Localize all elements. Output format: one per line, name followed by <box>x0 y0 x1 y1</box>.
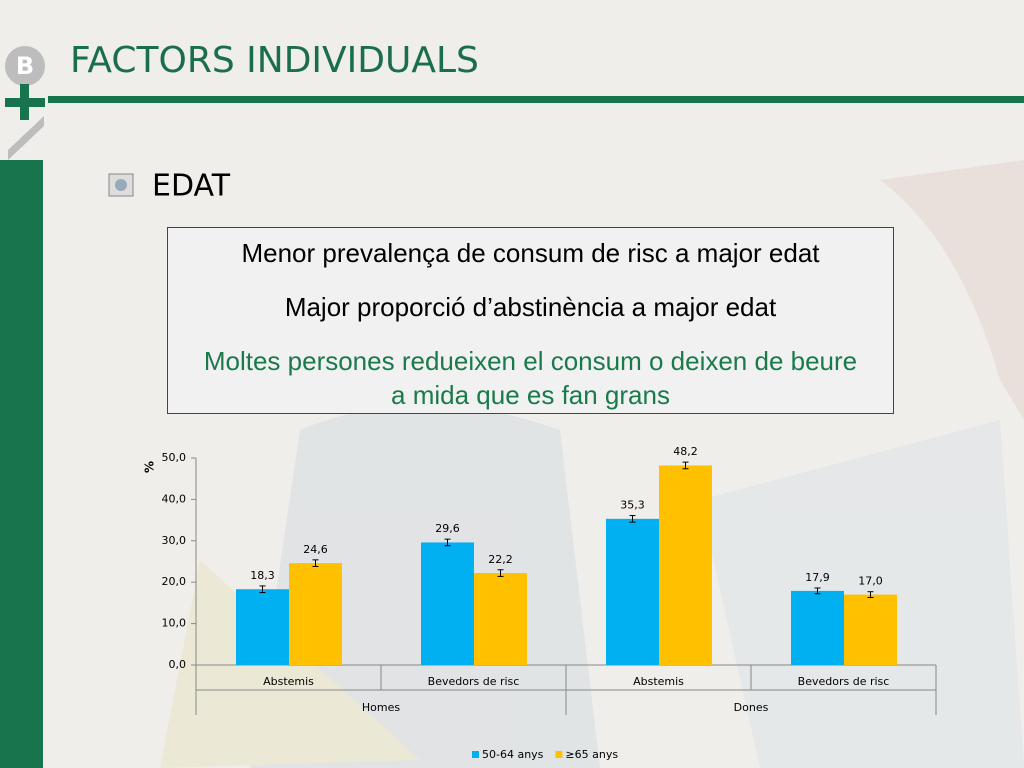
data-label: 29,6 <box>435 522 460 535</box>
box-line: Major proporció d’abstinència a major ed… <box>284 292 777 322</box>
data-label: 48,2 <box>673 445 698 458</box>
side-bar <box>0 160 43 768</box>
legend-swatch <box>472 751 479 758</box>
bar <box>844 594 897 665</box>
x-tick-label: Abstemis <box>633 675 684 688</box>
bar <box>289 563 342 665</box>
x-tick-label: Bevedors de risc <box>428 675 520 688</box>
legend-label: 50-64 anys <box>482 748 544 761</box>
bar <box>421 542 474 665</box>
y-tick-label: 30,0 <box>162 534 187 547</box>
bar <box>791 590 844 665</box>
data-label: 24,6 <box>303 543 328 556</box>
y-tick-label: 10,0 <box>162 617 187 630</box>
logo-circle <box>5 46 45 86</box>
data-label: 17,0 <box>858 575 883 588</box>
y-axis-label: % <box>143 461 157 473</box>
box-line: Menor prevalença de consum de risc a maj… <box>241 238 820 268</box>
title-rule <box>48 96 1024 103</box>
y-tick-label: 0,0 <box>169 658 187 671</box>
x-tick-label: Abstemis <box>263 675 314 688</box>
bar <box>659 465 712 665</box>
legend-label: ≥65 anys <box>565 748 618 761</box>
box-line: Moltes persones redueixen el consum o de… <box>203 346 858 410</box>
bullet-icon <box>115 179 127 191</box>
bar <box>606 518 659 665</box>
y-tick-label: 40,0 <box>162 492 187 505</box>
logo-plus <box>20 84 29 120</box>
data-label: 22,2 <box>488 553 513 566</box>
text-box: Menor prevalença de consum de risc a maj… <box>167 227 894 414</box>
data-label: 35,3 <box>620 499 645 512</box>
y-tick-label: 20,0 <box>162 575 187 588</box>
bullet-text: EDAT <box>152 169 231 204</box>
y-tick-label: 50,0 <box>162 451 187 464</box>
x-tick-label: Bevedors de risc <box>798 675 890 688</box>
group-label: Homes <box>362 701 400 714</box>
slide-title: FACTORS INDIVIDUALS <box>70 40 479 81</box>
bar <box>474 573 527 665</box>
legend-swatch <box>555 751 563 758</box>
logo-letter: B <box>16 52 34 80</box>
data-label: 18,3 <box>250 569 275 582</box>
bar <box>236 589 289 665</box>
background-sketch <box>160 160 1024 768</box>
data-label: 17,9 <box>805 571 830 584</box>
group-label: Dones <box>734 701 769 714</box>
logo-slash <box>8 116 44 160</box>
